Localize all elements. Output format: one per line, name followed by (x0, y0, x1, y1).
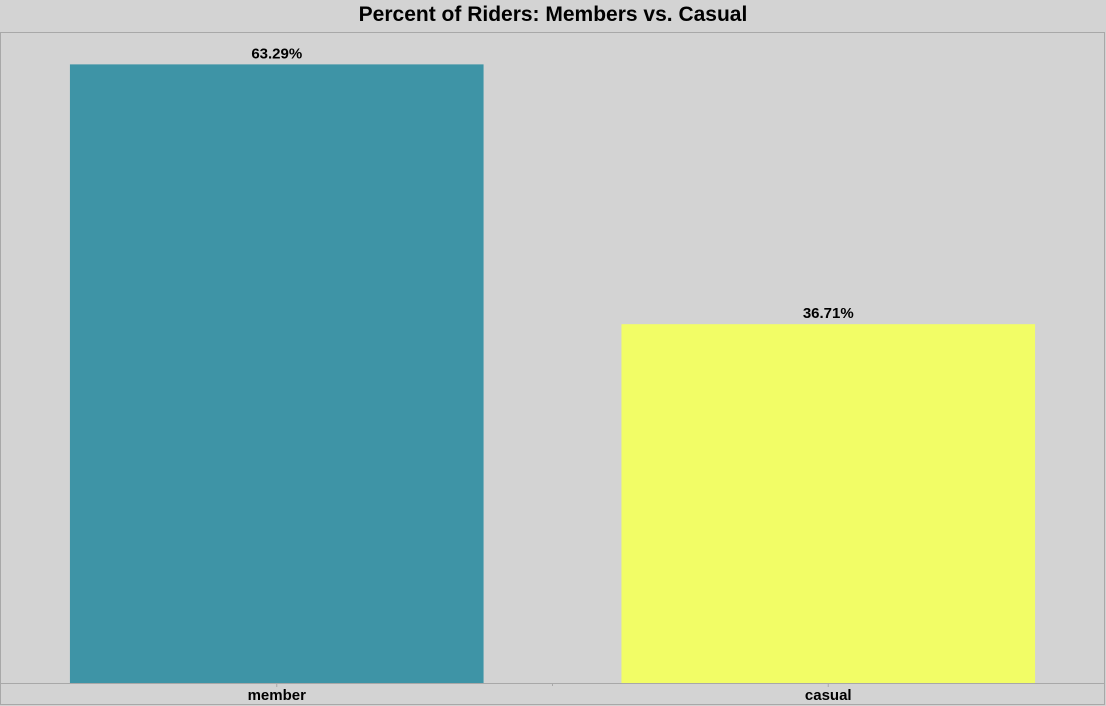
bar-casual (621, 324, 1036, 683)
bar-value-label-casual: 36.71% (803, 305, 854, 322)
chart-title: Percent of Riders: Members vs. Casual (358, 3, 748, 26)
x-tick-label-casual: casual (805, 687, 852, 704)
bar-member (69, 64, 484, 684)
plot-frame (0, 32, 1105, 705)
x-tick-label-member: member (248, 687, 307, 704)
bar-value-label-member: 63.29% (251, 45, 302, 62)
